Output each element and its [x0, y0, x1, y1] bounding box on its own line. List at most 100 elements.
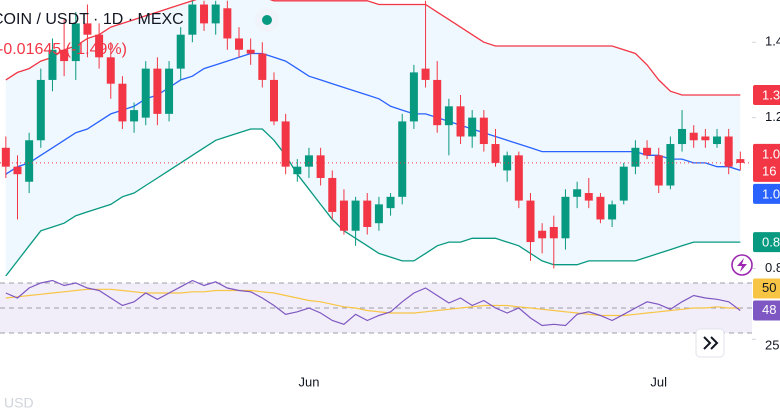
candle-body — [619, 166, 628, 201]
candle-body — [25, 140, 34, 182]
candle-body — [433, 79, 442, 126]
candle-body — [223, 8, 232, 39]
candle-body — [351, 200, 360, 231]
candle-body — [538, 230, 547, 239]
band-line — [5, 128, 741, 276]
candle-body — [689, 132, 698, 141]
scroll-button-icon[interactable] — [703, 336, 719, 350]
candle-body — [666, 144, 675, 186]
candle-body — [1, 147, 10, 167]
candle-body — [713, 136, 722, 145]
candle-body — [281, 121, 290, 167]
candle-body — [596, 196, 605, 220]
candle-body — [339, 200, 348, 231]
axis-label-box — [753, 143, 780, 182]
candle-body — [106, 57, 115, 84]
candle-body — [258, 53, 267, 80]
candle-body — [678, 128, 687, 145]
candle-body — [491, 144, 500, 163]
y-tick-label: 1.2 — [765, 109, 780, 124]
axis-label-text: 0.8 — [762, 235, 780, 250]
alert-icon[interactable] — [731, 254, 753, 276]
candle-body — [176, 34, 185, 69]
candle-body — [200, 4, 209, 24]
candle-body — [95, 34, 104, 58]
candle-body — [456, 106, 465, 137]
candle-body — [130, 110, 139, 122]
candle-body — [736, 159, 745, 163]
candle-body — [83, 23, 92, 35]
rsi-line — [5, 288, 741, 317]
status-icon-dot[interactable] — [262, 15, 272, 25]
candle-body — [13, 166, 22, 175]
symbol-title: COIN / USDT · 1D · MEXC — [0, 11, 184, 28]
band-line — [5, 52, 741, 175]
rsi-pane — [0, 279, 752, 334]
candle-body — [269, 79, 278, 122]
candle-body — [479, 117, 488, 145]
candle-body — [654, 155, 663, 186]
candle-body — [235, 38, 244, 50]
x-tick-label: Jul — [650, 374, 667, 389]
candle-body — [573, 189, 582, 197]
axis-label-box — [753, 85, 780, 106]
candle-body — [328, 177, 337, 212]
scroll-button[interactable] — [695, 328, 725, 358]
axis-label-text: 1.3 — [762, 87, 780, 102]
candle-body — [701, 136, 710, 141]
candle-body — [631, 147, 640, 167]
y-tick-label: 1.4 — [765, 34, 780, 49]
candle-body — [153, 68, 162, 114]
candle-body — [71, 23, 80, 62]
band-line — [5, 0, 741, 96]
candle-body — [118, 83, 127, 122]
price-change: -0.01645 (-1.49%) — [0, 41, 127, 58]
candle-body — [316, 155, 325, 178]
axis-label-text: 1.0 — [762, 186, 780, 201]
y-tick-label: 0.8 — [765, 260, 780, 275]
candle-body — [643, 147, 652, 156]
candle-body — [398, 121, 407, 197]
axis-label-text: 48 — [762, 302, 776, 317]
candle-body — [561, 196, 570, 239]
candle-body — [363, 200, 372, 227]
candle-body — [211, 4, 220, 24]
plot-layer: 0.8 1.2 1.4 1.3 1.0 16 1.0 0.8 25 48 50 Jun Jul — [0, 0, 780, 389]
candle-body — [165, 68, 174, 114]
y-tick-label: 25 — [765, 338, 779, 353]
candle-body — [409, 72, 418, 122]
axis-label-box — [753, 300, 780, 321]
candle-body — [36, 79, 45, 141]
candle-body — [549, 226, 558, 239]
axis-label-text: 50 — [762, 280, 776, 295]
currency-footer: USD — [4, 395, 34, 411]
candle-body — [374, 204, 383, 224]
rsi-line — [5, 279, 741, 327]
axis-label-box — [753, 183, 780, 204]
axis-label-text: 1.0 — [762, 146, 780, 161]
candle-body — [60, 49, 69, 62]
candle-body — [141, 68, 150, 118]
candle-body — [246, 49, 255, 54]
candle-body — [584, 193, 593, 201]
candle-body — [188, 4, 197, 35]
candle-body — [724, 136, 733, 167]
status-icon[interactable] — [255, 8, 279, 32]
price-pane — [1, 0, 745, 276]
candle-body — [514, 155, 523, 201]
candle-body — [526, 200, 535, 243]
axis-label-text: 16 — [762, 163, 776, 178]
candle-body — [444, 106, 453, 126]
candle-body — [608, 204, 617, 220]
candle-body — [503, 155, 512, 171]
x-tick-label: Jun — [298, 374, 319, 389]
axis-label-box — [753, 278, 780, 299]
candle-body — [468, 117, 477, 137]
axis-label-box — [753, 232, 780, 253]
candle-body — [304, 155, 313, 167]
alert-icon-bolt[interactable] — [737, 258, 747, 272]
candle-body — [293, 166, 302, 175]
candle-body — [48, 49, 57, 80]
